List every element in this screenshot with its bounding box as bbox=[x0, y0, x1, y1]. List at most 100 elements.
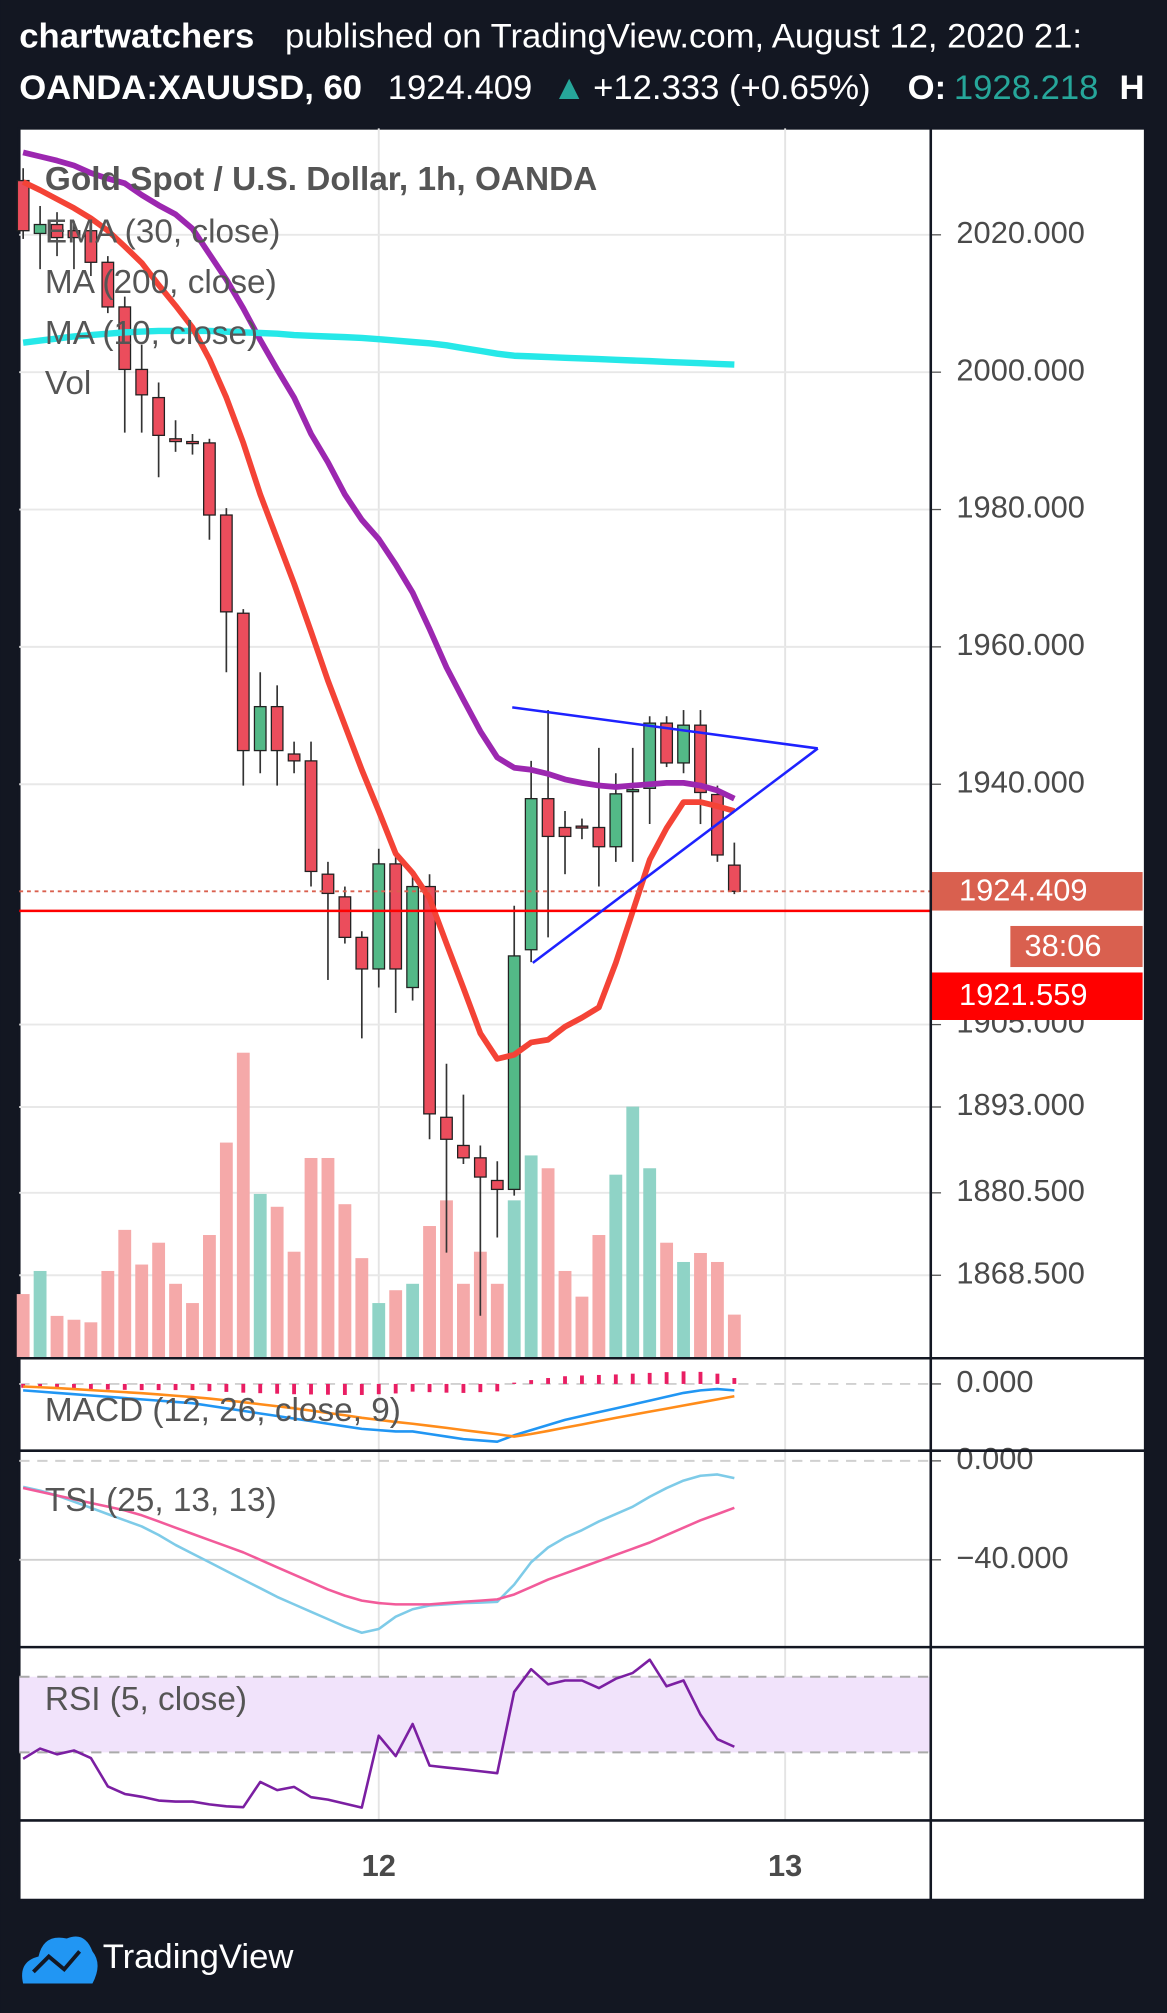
indicator-line bbox=[22, 149, 736, 802]
volume-bar bbox=[152, 1242, 166, 1357]
volume-bar bbox=[677, 1261, 690, 1357]
legend-entry: EMA (30, close) bbox=[45, 213, 280, 250]
candle-body bbox=[50, 223, 64, 239]
symbol: OANDA:XAUUSD, 60 bbox=[19, 69, 362, 107]
candle-body bbox=[236, 612, 250, 752]
y-tick-label: 1893.000 bbox=[956, 1087, 1084, 1122]
volume-bar bbox=[694, 1252, 707, 1357]
candle-body bbox=[304, 760, 318, 873]
candle-body bbox=[33, 223, 47, 235]
volume-bar bbox=[321, 1157, 335, 1357]
candle-body bbox=[219, 514, 233, 613]
x-tick-label: 13 bbox=[768, 1848, 802, 1883]
candle-body bbox=[457, 1144, 470, 1159]
last-price: 1924.409 bbox=[388, 69, 533, 107]
candle-body bbox=[338, 896, 352, 939]
y-tick-label: 1980.000 bbox=[956, 490, 1084, 525]
pane-title: MACD (12, 26, close, 9) bbox=[45, 1392, 401, 1429]
volume-bar bbox=[33, 1270, 47, 1357]
candle-body bbox=[16, 179, 30, 232]
brand-logo bbox=[22, 1936, 98, 1984]
pane-title: TSI (25, 13, 13) bbox=[45, 1482, 277, 1519]
volume-bar bbox=[490, 1283, 504, 1357]
candle-body bbox=[727, 864, 741, 892]
histogram-bar bbox=[359, 1383, 364, 1395]
histogram-bar bbox=[190, 1383, 195, 1391]
volume-bar bbox=[101, 1270, 115, 1357]
volume-bar bbox=[406, 1283, 420, 1357]
candle-body bbox=[592, 826, 606, 848]
y-tick-label: 1880.500 bbox=[956, 1173, 1084, 1208]
volume-bar bbox=[338, 1204, 352, 1357]
volume-bar bbox=[16, 1294, 30, 1357]
change: +12.333 (+0.65%) bbox=[593, 69, 870, 107]
volume-bar bbox=[135, 1264, 149, 1357]
y-tick-label: −40.000 bbox=[956, 1540, 1068, 1575]
histogram-bar bbox=[173, 1383, 178, 1391]
histogram-bar bbox=[156, 1383, 161, 1391]
legend-entry: Vol bbox=[45, 365, 91, 402]
band bbox=[19, 1676, 931, 1753]
histogram-bar bbox=[410, 1383, 415, 1392]
candle-body bbox=[253, 705, 267, 752]
candle-body bbox=[490, 1179, 504, 1191]
volume-bar bbox=[609, 1174, 623, 1357]
histogram-bar bbox=[596, 1374, 601, 1384]
histogram-bar bbox=[681, 1371, 686, 1384]
last-price-label: 1924.409 bbox=[959, 873, 1087, 908]
candle-body bbox=[355, 936, 369, 970]
volume-bar bbox=[626, 1106, 640, 1357]
histogram-bar bbox=[241, 1383, 246, 1393]
candle-body bbox=[169, 438, 182, 443]
volume-bar bbox=[660, 1242, 674, 1357]
countdown-label: 38:06 bbox=[1024, 928, 1101, 963]
histogram-bar bbox=[122, 1383, 127, 1390]
volume-bar bbox=[67, 1319, 81, 1357]
open-label: O: bbox=[908, 69, 947, 107]
indicator-line bbox=[22, 1473, 735, 1635]
candle-body bbox=[406, 885, 420, 989]
volume-bar bbox=[355, 1258, 369, 1357]
logo-line bbox=[32, 1950, 82, 1974]
histogram-bar bbox=[478, 1383, 483, 1393]
volume-bar bbox=[203, 1235, 216, 1357]
drawings bbox=[512, 706, 819, 964]
trend-line bbox=[512, 706, 818, 750]
volume-bar bbox=[253, 1193, 267, 1357]
volume-bar bbox=[236, 1052, 250, 1357]
plot: 12 13 2020.000 2000.000 1980.000 1960.000 1940… bbox=[16, 128, 1146, 1901]
trend-line bbox=[532, 747, 819, 964]
y-tick-label: 2000.000 bbox=[956, 352, 1084, 387]
candle-body bbox=[135, 368, 149, 396]
indicator-line bbox=[21, 179, 736, 1062]
histogram-bar bbox=[393, 1383, 398, 1394]
histogram-bar bbox=[444, 1383, 449, 1393]
candle-body bbox=[524, 798, 538, 951]
price-line-box bbox=[930, 972, 1143, 1020]
candle-body bbox=[152, 396, 166, 436]
candle-body bbox=[270, 705, 284, 752]
histogram-bar bbox=[563, 1376, 567, 1384]
histogram-bar bbox=[715, 1373, 720, 1384]
indicator-line bbox=[23, 1385, 735, 1438]
volume-bar bbox=[287, 1251, 301, 1357]
pane-title: RSI (5, close) bbox=[45, 1681, 247, 1718]
legend-entry: MA (200, close) bbox=[45, 264, 277, 301]
candle-body bbox=[626, 789, 640, 793]
logo-cloud bbox=[22, 1936, 98, 1984]
volume-bar bbox=[270, 1206, 284, 1357]
y-tick-label: 0.000 bbox=[956, 1441, 1033, 1476]
histogram-bar bbox=[580, 1375, 584, 1384]
indicator-line bbox=[22, 1658, 735, 1809]
histogram-bar bbox=[139, 1383, 144, 1391]
candle-body bbox=[321, 873, 335, 895]
open-value: 1928.218 bbox=[954, 69, 1099, 107]
volume-bar bbox=[118, 1229, 132, 1357]
volume-bar bbox=[219, 1142, 233, 1357]
candle-body bbox=[389, 863, 403, 970]
change-arrow: ▲ bbox=[552, 69, 586, 107]
y-tick-label: 1940.000 bbox=[956, 764, 1084, 799]
candle-body bbox=[694, 724, 707, 794]
candle-body bbox=[541, 798, 555, 838]
candle-body bbox=[118, 306, 132, 371]
